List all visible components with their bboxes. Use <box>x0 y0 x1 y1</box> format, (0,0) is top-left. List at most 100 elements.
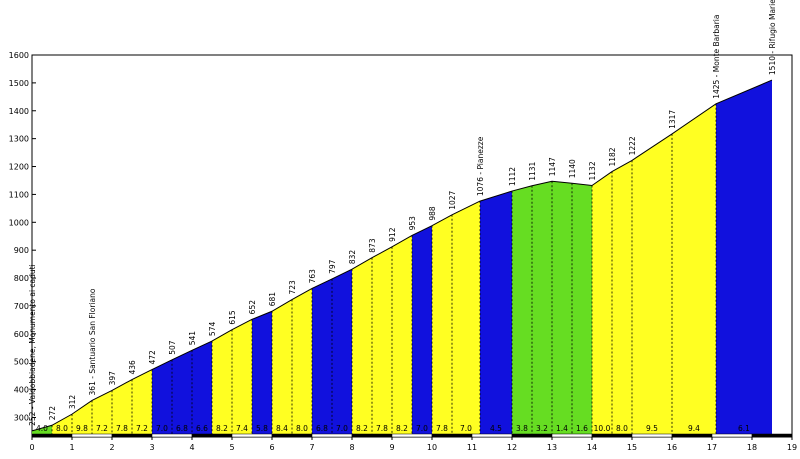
y-tick-label: 1200 <box>9 163 29 172</box>
grade-label: 7.8 <box>376 424 388 433</box>
grade-label: 7.4 <box>236 424 248 433</box>
elevation-label: 652 <box>248 300 257 315</box>
km-stripe <box>551 433 593 438</box>
grade-label: 4.5 <box>490 424 502 433</box>
grade-label: 7.0 <box>336 424 348 433</box>
profile-segment-21 <box>452 201 480 437</box>
elevation-label: 1510 - Rifugio Mariech <box>768 0 777 75</box>
elevation-label: 272 <box>48 406 57 421</box>
profile-segment-25 <box>552 181 572 437</box>
km-stripe <box>231 433 273 438</box>
grade-label: 10.0 <box>594 424 611 433</box>
elevation-label: 397 <box>108 371 117 386</box>
x-tick-label: 3 <box>149 443 154 452</box>
km-stripe <box>71 433 113 438</box>
elevation-label: 1132 <box>588 161 597 180</box>
km-stripe <box>111 433 153 438</box>
y-tick-label: 800 <box>14 274 29 283</box>
grade-label: 8.0 <box>296 424 308 433</box>
profile-segment-2 <box>72 400 92 437</box>
elevation-label: 252 - Valdobbiadene, Monumento ai caduti <box>28 264 37 426</box>
profile-line <box>31 79 773 432</box>
elevation-label: 1112 <box>508 167 517 186</box>
x-tick-label: 14 <box>587 443 597 452</box>
grade-label: 6.8 <box>176 424 188 433</box>
km-stripe <box>311 433 353 438</box>
grade-label: 7.2 <box>96 424 108 433</box>
x-tick-label: 16 <box>667 443 677 452</box>
elevation-label: 574 <box>208 322 217 337</box>
elevation-label: 723 <box>288 280 297 295</box>
elevation-label: 312 <box>68 395 77 410</box>
elevation-label: 472 <box>148 350 157 365</box>
profile-segment-12 <box>272 299 292 437</box>
x-tick-label: 12 <box>507 443 517 452</box>
y-tick-label: 500 <box>14 358 29 367</box>
profile-segment-17 <box>372 246 392 437</box>
elevation-label: 912 <box>388 227 397 242</box>
km-stripe <box>351 433 393 438</box>
km-stripe <box>391 433 433 438</box>
elevation-label: 988 <box>428 206 437 221</box>
profile-segment-7 <box>172 350 192 437</box>
km-stripe <box>191 433 233 438</box>
elevation-label: 763 <box>308 269 317 284</box>
profile-segment-31 <box>716 80 772 438</box>
profile-segment-29 <box>632 133 672 437</box>
y-tick-label: 1500 <box>9 79 29 88</box>
grade-label: 7.0 <box>460 424 472 433</box>
profile-segment-9 <box>212 329 232 437</box>
km-stripe <box>471 433 513 438</box>
km-stripe <box>711 433 753 438</box>
x-tick-label: 7 <box>309 443 314 452</box>
y-tick-label: 1400 <box>9 107 29 116</box>
grade-label: 1.4 <box>556 424 568 433</box>
x-tick-label: 10 <box>427 443 437 452</box>
km-stripe <box>751 433 793 438</box>
x-tick-label: 1 <box>69 443 74 452</box>
grade-label: 6.8 <box>316 424 328 433</box>
x-tick-label: 17 <box>707 443 717 452</box>
profile-segment-18 <box>392 235 412 437</box>
grade-label: 6.6 <box>196 424 208 433</box>
elevation-label: 681 <box>268 292 277 307</box>
x-tick-label: 13 <box>547 443 557 452</box>
km-stripe <box>511 433 553 438</box>
profile-segment-8 <box>192 341 212 437</box>
y-tick-label: 600 <box>14 330 29 339</box>
km-stripe <box>31 433 73 438</box>
profile-segment-14 <box>312 278 332 437</box>
km-stripe <box>271 433 313 438</box>
profile-segment-28 <box>612 160 632 437</box>
profile-segment-19 <box>412 225 432 437</box>
y-tick-label: 900 <box>14 246 29 255</box>
elevation-label: 1076 - Pianezze <box>476 136 485 196</box>
profile-segment-3 <box>92 390 112 437</box>
elevation-label: 832 <box>348 250 357 265</box>
grade-label: 7.2 <box>136 424 148 433</box>
profile-segment-23 <box>512 185 532 437</box>
x-tick-label: 5 <box>229 443 234 452</box>
elevation-label: 1222 <box>628 136 637 155</box>
grade-label: 1.6 <box>576 424 588 433</box>
profile-segment-5 <box>132 369 152 437</box>
grade-label: 4.0 <box>36 424 48 433</box>
elevation-label: 436 <box>128 360 137 375</box>
elevation-label: 507 <box>168 340 177 355</box>
x-tick-label: 18 <box>747 443 757 452</box>
km-stripe <box>591 433 633 438</box>
y-tick-label: 400 <box>14 386 29 395</box>
elevation-label: 1147 <box>548 157 557 176</box>
elevation-label: 1425 - Monte Barbaria <box>712 15 721 99</box>
x-tick-label: 9 <box>389 443 394 452</box>
elevation-label: 797 <box>328 259 337 274</box>
profile-segment-6 <box>152 359 172 437</box>
elevation-label: 1131 <box>528 161 537 180</box>
km-stripe <box>671 433 713 438</box>
elevation-label: 1140 <box>568 159 577 178</box>
grade-label: 8.4 <box>276 424 288 433</box>
x-tick-label: 15 <box>627 443 637 452</box>
profile-segment-11 <box>252 311 272 437</box>
profile-segment-22 <box>480 191 512 437</box>
